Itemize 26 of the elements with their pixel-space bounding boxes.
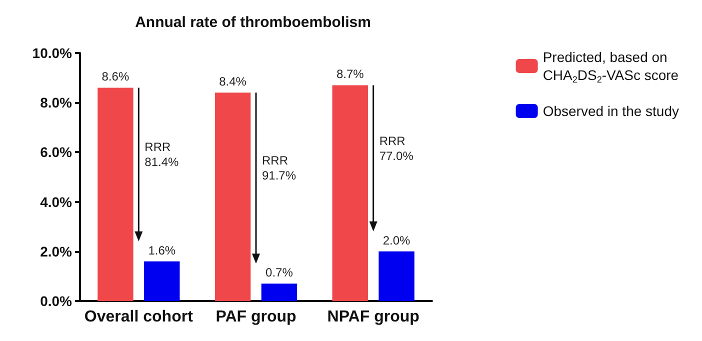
data-label: 8.7% bbox=[336, 67, 364, 82]
data-label: 1.6% bbox=[148, 243, 176, 258]
y-tick-label: 4.0% bbox=[40, 194, 73, 210]
bar bbox=[98, 88, 134, 301]
bar bbox=[332, 85, 368, 301]
annotation: RRR 77.0% bbox=[379, 134, 414, 163]
data-label: 8.4% bbox=[219, 74, 247, 89]
legend-label: Observed in the study bbox=[542, 103, 679, 119]
x-tick-label: Overall cohort bbox=[84, 308, 194, 326]
annotation: RRR 91.7% bbox=[262, 154, 296, 183]
data-label: 8.6% bbox=[102, 70, 130, 84]
bar bbox=[378, 251, 414, 301]
annotation: RRR 81.4% bbox=[144, 140, 180, 170]
x-tick-label: PAF group bbox=[216, 308, 297, 326]
y-tick-label: 6.0% bbox=[40, 144, 73, 160]
bar bbox=[214, 92, 251, 301]
y-tick-label: 0.0% bbox=[40, 293, 73, 309]
x-tick-label: NPAF group bbox=[327, 308, 420, 326]
y-tick-label: 8.0% bbox=[40, 94, 73, 111]
data-label: 0.7% bbox=[266, 266, 294, 280]
bar bbox=[261, 284, 298, 301]
chart-title: Annual rate of thromboembolism bbox=[135, 14, 371, 31]
y-tick-label: 2.0% bbox=[40, 243, 73, 260]
bar bbox=[144, 261, 180, 301]
data-label: 2.0% bbox=[382, 233, 411, 248]
y-tick-label: 10.0% bbox=[32, 45, 73, 61]
